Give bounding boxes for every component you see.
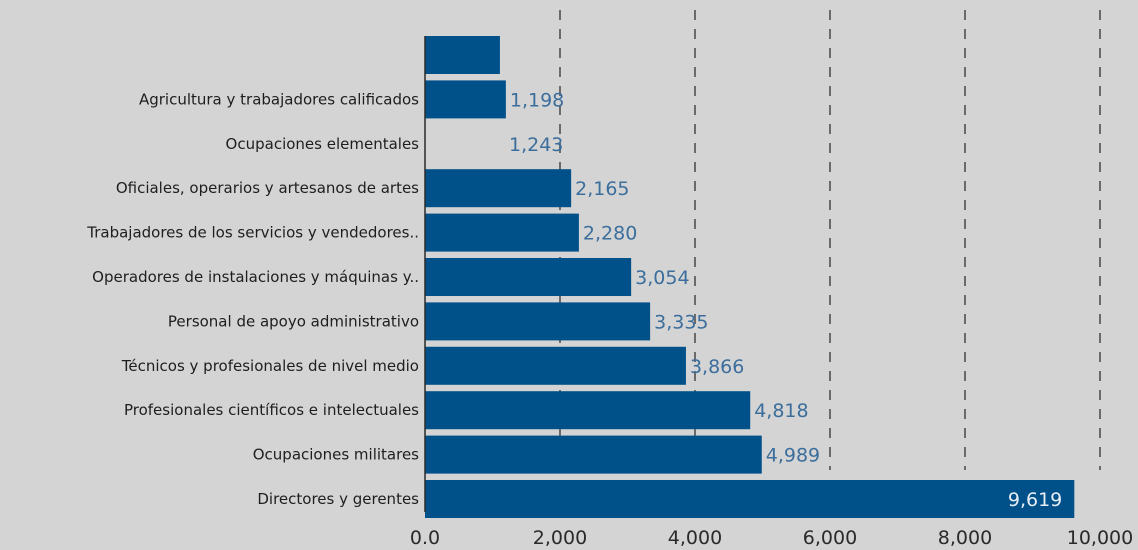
value-label-7: 3,866 xyxy=(690,356,744,378)
category-label-7: Técnicos y profesionales de nivel medio xyxy=(121,357,419,375)
category-label-2: Ocupaciones elementales xyxy=(226,135,420,153)
category-label-8: Profesionales científicos e intelectuale… xyxy=(124,401,419,419)
x-tick-label-4: 8,000 xyxy=(938,527,992,549)
category-label-6: Personal de apoyo administrativo xyxy=(168,312,419,330)
x-tick-label-5: 10,000 xyxy=(1067,527,1133,549)
value-label-4: 2,280 xyxy=(583,223,637,245)
value-label-5: 3,054 xyxy=(635,267,689,289)
bars xyxy=(425,36,1075,518)
bar-9 xyxy=(425,435,762,474)
category-label-10: Directores y gerentes xyxy=(257,490,419,508)
category-label-9: Ocupaciones militares xyxy=(253,446,419,464)
x-tick-label-3: 6,000 xyxy=(803,527,857,549)
category-labels: Agricultura y trabajadores calificados Oc… xyxy=(86,90,419,508)
value-label-10: 9,619 xyxy=(1008,489,1062,511)
category-label-1: Agricultura y trabajadores calificados xyxy=(139,90,419,108)
category-label-4: Trabajadores de los servicios y vendedor… xyxy=(86,224,419,242)
category-label-3: Oficiales, operarios y artesanos de arte… xyxy=(116,179,419,197)
bar-10 xyxy=(425,480,1075,518)
x-tick-label-2: 4,000 xyxy=(668,527,722,549)
value-label-6: 3,335 xyxy=(654,311,708,333)
bar-3 xyxy=(425,169,572,208)
bar-4 xyxy=(425,213,579,252)
bar-7 xyxy=(425,346,686,385)
bar-5 xyxy=(425,258,632,296)
x-tick-label-1: 2,000 xyxy=(533,527,587,549)
value-label-2: 1,243 xyxy=(509,134,563,156)
value-label-9: 4,989 xyxy=(766,445,820,467)
value-label-1: 1,198 xyxy=(510,89,564,111)
bar-0 xyxy=(425,36,500,74)
bar-6 xyxy=(425,302,651,341)
bar-8 xyxy=(425,391,751,430)
category-label-5: Operadores de instalaciones y máquinas y… xyxy=(92,268,419,286)
bar-1 xyxy=(425,80,506,119)
value-labels: 1,198 1,243 2,165 2,280 3,054 3,335 3,866 4,818… xyxy=(509,89,1062,511)
x-tick-label-0: 0.0 xyxy=(410,527,440,549)
value-label-8: 4,818 xyxy=(754,400,808,422)
x-axis-tick-labels: 0.0 2,000 4,000 6,000 8,000 10,000 xyxy=(410,527,1133,549)
value-label-3: 2,165 xyxy=(575,178,629,200)
